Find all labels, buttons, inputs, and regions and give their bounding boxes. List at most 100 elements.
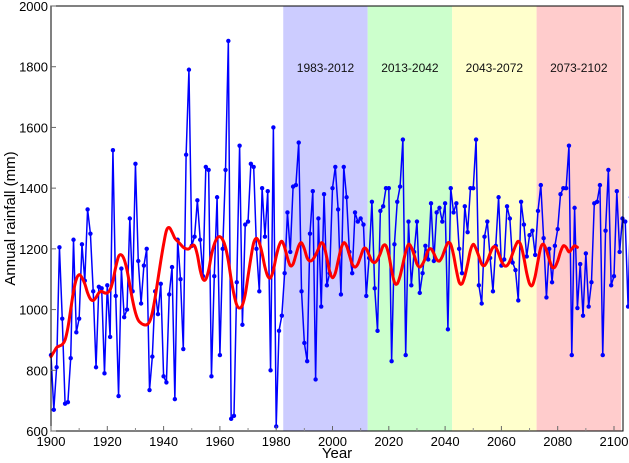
rainfall-point bbox=[119, 266, 124, 271]
rainfall-point bbox=[91, 289, 96, 294]
rainfall-point bbox=[316, 216, 321, 221]
y-tick-label: 1800 bbox=[19, 60, 48, 75]
rainfall-point bbox=[403, 352, 408, 358]
period-label: 2073-2102 bbox=[550, 61, 608, 75]
rainfall-point bbox=[516, 298, 521, 303]
y-axis-title: Annual rainfall (mm) bbox=[2, 151, 19, 285]
rainfall-point bbox=[445, 327, 451, 332]
y-tick-label: 800 bbox=[26, 363, 48, 378]
rainfall-point bbox=[178, 277, 183, 282]
rainfall-point bbox=[361, 222, 366, 227]
rainfall-point bbox=[265, 188, 270, 194]
rainfall-point bbox=[76, 316, 82, 321]
rainfall-point bbox=[181, 346, 186, 352]
rainfall-point bbox=[99, 286, 104, 291]
rainfall-point bbox=[409, 283, 414, 288]
rainfall-point bbox=[186, 67, 192, 72]
rainfall-point bbox=[344, 195, 349, 200]
rainfall-point bbox=[521, 222, 527, 227]
rainfall-point bbox=[116, 393, 121, 399]
rainfall-point bbox=[321, 192, 327, 197]
rainfall-point bbox=[254, 246, 259, 252]
rainfall-point bbox=[428, 201, 434, 206]
rainfall-point bbox=[257, 289, 262, 294]
rainfall-point bbox=[107, 334, 113, 340]
y-axis: 600 800 1000 1200 1400 1600 1800 2000 bbox=[19, 0, 56, 439]
rainfall-point bbox=[395, 199, 400, 205]
rainfall-point bbox=[245, 219, 251, 224]
x-axis: 1900 1920 1940 1960 1980 2000 2020 2040 2060 2080… bbox=[37, 426, 628, 449]
rainfall-point bbox=[417, 290, 422, 296]
rainfall-point bbox=[285, 210, 290, 215]
rainfall-point bbox=[586, 304, 591, 309]
rainfall-point bbox=[127, 216, 133, 221]
rainfall-point bbox=[214, 195, 220, 200]
rainfall-point bbox=[150, 354, 155, 359]
x-tick-label: 1900 bbox=[37, 434, 66, 449]
rainfall-point bbox=[392, 242, 397, 247]
period-label: 2043-2072 bbox=[466, 61, 524, 75]
rainfall-point bbox=[380, 204, 386, 209]
rainfall-point bbox=[228, 416, 234, 422]
rainfall-point bbox=[442, 201, 448, 206]
y-tick-label: 1600 bbox=[19, 120, 48, 135]
rainfall-point bbox=[575, 305, 580, 311]
y-tick-label: 1400 bbox=[19, 181, 48, 196]
x-tick-label: 2080 bbox=[543, 434, 572, 449]
rainfall-point bbox=[617, 249, 622, 255]
rainfall-point bbox=[490, 289, 496, 294]
rainfall-point bbox=[552, 243, 558, 249]
rainfall-point bbox=[580, 313, 586, 318]
rainfall-point bbox=[60, 316, 65, 321]
rainfall-point bbox=[448, 185, 453, 191]
rainfall-point bbox=[414, 219, 420, 224]
rainfall-point bbox=[195, 198, 200, 203]
rainfall-point bbox=[206, 167, 211, 173]
rainfall-point bbox=[212, 273, 217, 279]
rainfall-point bbox=[611, 273, 617, 279]
rainfall-point bbox=[133, 161, 138, 167]
rainfall-point bbox=[440, 219, 445, 224]
rainfall-point bbox=[113, 293, 118, 299]
rainfall-point bbox=[532, 252, 538, 258]
rainfall-point bbox=[124, 307, 130, 312]
rainfall-point bbox=[333, 164, 338, 170]
rainfall-point bbox=[482, 234, 487, 239]
rainfall-point bbox=[434, 210, 439, 215]
rainfall-point bbox=[544, 295, 549, 300]
period-band bbox=[367, 6, 453, 431]
rainfall-point bbox=[71, 237, 76, 242]
trend-line bbox=[49, 226, 579, 359]
rainfall-point bbox=[147, 387, 152, 393]
rainfall-point bbox=[240, 322, 245, 327]
rainfall-point bbox=[524, 254, 529, 259]
rainfall-point bbox=[259, 185, 265, 191]
rainfall-point bbox=[293, 182, 299, 188]
rainfall-point bbox=[313, 377, 318, 382]
rainfall-point bbox=[600, 352, 605, 358]
rainfall-point bbox=[513, 267, 518, 273]
rainfall-point bbox=[282, 270, 287, 276]
rainfall-point bbox=[110, 147, 116, 153]
rainfall-point bbox=[476, 283, 482, 288]
rainfall-point bbox=[603, 228, 608, 233]
rainfall-point bbox=[386, 185, 391, 191]
rainfall-point bbox=[136, 258, 141, 264]
rainfall-point bbox=[79, 242, 85, 247]
rainfall-point bbox=[141, 263, 147, 268]
rainfall-point bbox=[608, 283, 614, 288]
rainfall-point bbox=[456, 246, 462, 252]
rainfall-point bbox=[541, 236, 546, 241]
rainfall-point bbox=[65, 399, 71, 405]
rainfall-point bbox=[496, 195, 501, 200]
rainfall-point bbox=[465, 229, 470, 235]
rainfall-point bbox=[558, 192, 563, 197]
rainfall-point bbox=[471, 185, 476, 191]
rainfall-point bbox=[262, 234, 268, 239]
rainfall-point bbox=[243, 222, 248, 227]
period-band bbox=[536, 6, 622, 431]
rainfall-point bbox=[518, 199, 524, 205]
rainfall-point bbox=[192, 234, 197, 239]
rainfall-point bbox=[276, 328, 282, 334]
